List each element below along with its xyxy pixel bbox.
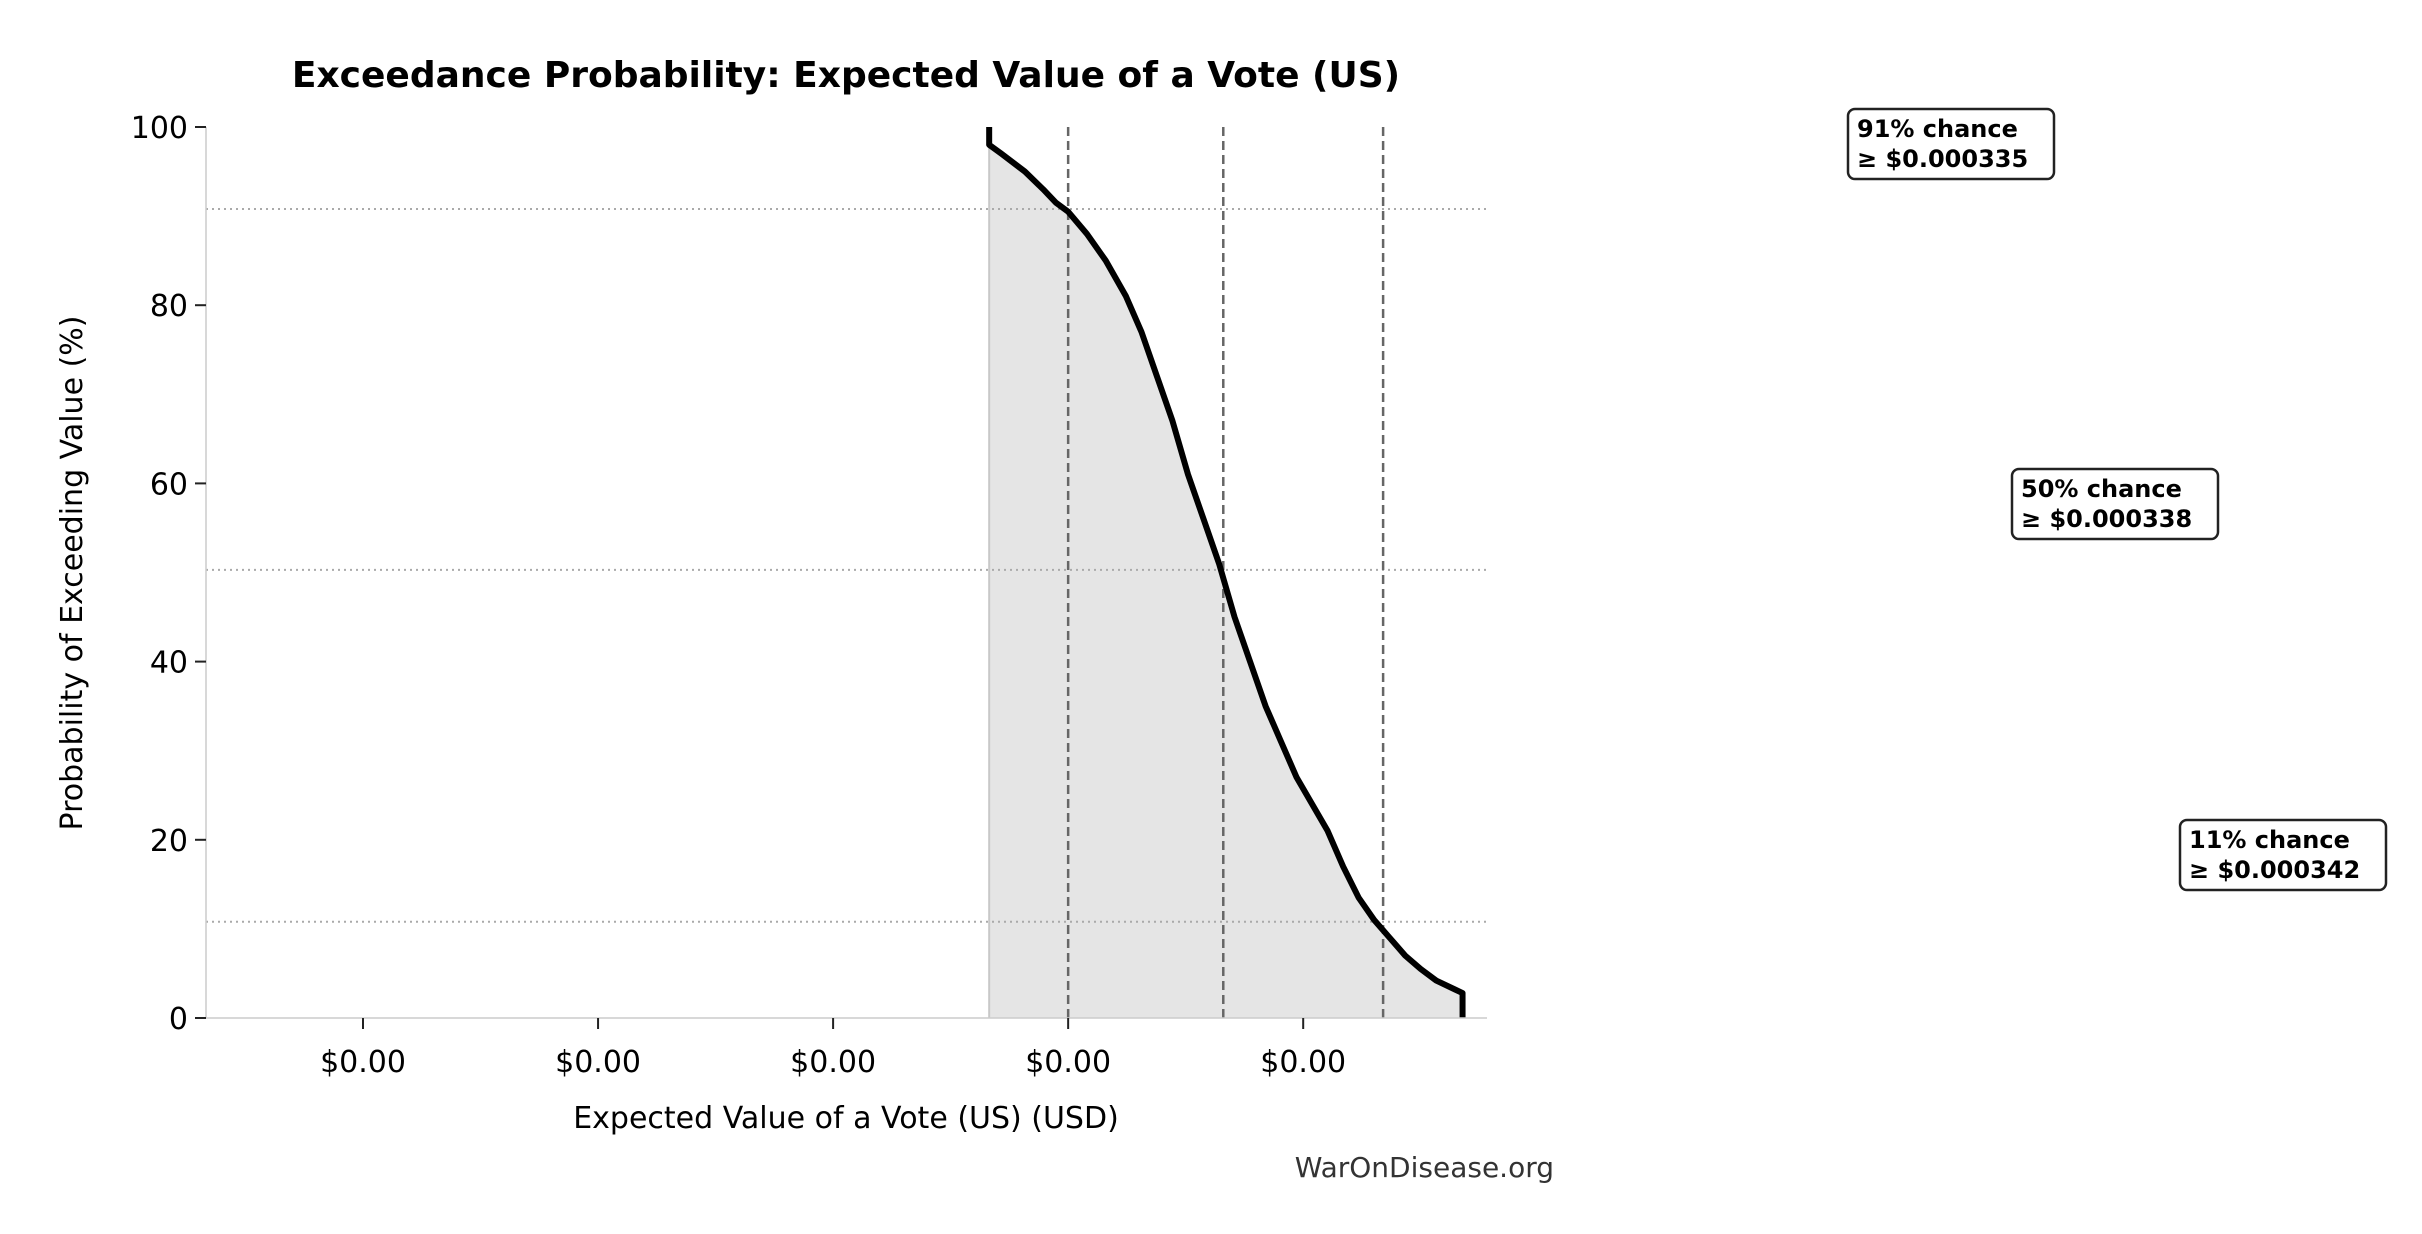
annotation-probability: 50% chance	[2021, 475, 2182, 503]
y-tick-label: 80	[150, 289, 188, 324]
annotation-box	[1846, 107, 2056, 181]
x-tick-label: $0.00	[1260, 1045, 1346, 1080]
percentile-annotation: 11% chance≥ $0.000342	[2178, 818, 2388, 892]
y-axis-label: Probability of Exceeding Value (%)	[55, 316, 90, 831]
annotation-value: ≥ $0.000338	[2021, 505, 2192, 533]
annotation-probability: 91% chance	[1857, 115, 2018, 143]
y-tick-label: 0	[169, 1002, 188, 1037]
annotation-value: ≥ $0.000342	[2189, 856, 2360, 884]
percentile-annotation: 50% chance≥ $0.000338	[2010, 467, 2220, 541]
x-tick-label: $0.00	[320, 1045, 406, 1080]
chart-title: Exceedance Probability: Expected Value o…	[292, 55, 1400, 96]
y-tick-label: 40	[150, 646, 188, 681]
annotation-probability: 11% chance	[2189, 826, 2350, 854]
area-fill	[989, 127, 1463, 1018]
percentile-annotation: 91% chance≥ $0.000335	[1846, 107, 2056, 181]
y-tick-label: 60	[150, 467, 188, 502]
exceedance-curve	[986, 127, 1466, 1018]
y-tick-label: 20	[150, 824, 188, 859]
annotation-box	[2178, 818, 2388, 892]
annotation-value: ≥ $0.000335	[1857, 145, 2028, 173]
plot-area: 0 20 40 60 80 100 $0.00 $0.00 $0.00 $0.00 $0.00	[131, 111, 1487, 1080]
y-tick-label: 100	[131, 111, 188, 146]
x-axis-label: Expected Value of a Vote (US) (USD)	[573, 1101, 1119, 1136]
x-tick-label: $0.00	[790, 1045, 876, 1080]
annotation-box	[2010, 467, 2220, 541]
x-tick-label: $0.00	[1025, 1045, 1111, 1080]
watermark: WarOnDisease.org	[1295, 1151, 1554, 1184]
x-tick-label: $0.00	[555, 1045, 641, 1080]
